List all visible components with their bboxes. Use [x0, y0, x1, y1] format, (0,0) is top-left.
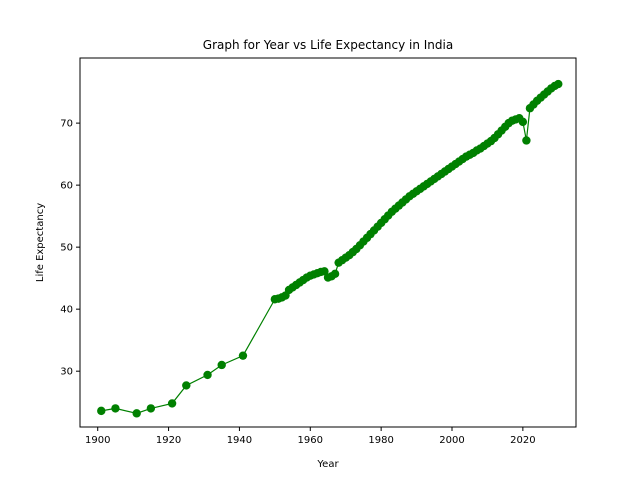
data-point [111, 404, 120, 413]
x-axis-label: Year [316, 459, 339, 470]
x-tick-label: 1960 [298, 435, 323, 446]
chart-title: Graph for Year vs Life Expectancy in Ind… [203, 38, 453, 52]
x-axis: 1900 1920 1940 1960 1980 2000 2020 [85, 427, 536, 446]
x-tick-label: 2020 [510, 435, 535, 446]
x-tick-label: 1980 [368, 435, 393, 446]
data-point [132, 409, 141, 418]
data-point [320, 267, 329, 276]
y-tick-label: 40 [60, 305, 73, 316]
plot-area [97, 79, 563, 418]
y-tick-label: 70 [60, 119, 73, 130]
axes-frame [79, 57, 577, 428]
data-point [203, 370, 212, 380]
data-point [554, 79, 563, 89]
data-point [522, 136, 531, 145]
x-tick-label: 1940 [227, 435, 252, 446]
y-axis-label: Life Expectancy [35, 203, 46, 282]
data-point [146, 404, 156, 413]
data-point [238, 351, 248, 360]
x-tick-label: 2000 [439, 435, 464, 446]
y-tick-label: 60 [60, 181, 73, 192]
y-axis: 30 40 50 60 70 [60, 119, 80, 378]
data-point [167, 399, 177, 408]
y-tick-label: 30 [60, 367, 73, 378]
data-point [217, 360, 226, 370]
data-point [97, 406, 106, 416]
data-point [182, 381, 191, 390]
x-tick-label: 1920 [156, 435, 181, 446]
data-point [330, 269, 340, 279]
y-tick-label: 50 [60, 243, 73, 254]
data-point [518, 117, 528, 127]
x-tick-label: 1900 [85, 435, 110, 446]
